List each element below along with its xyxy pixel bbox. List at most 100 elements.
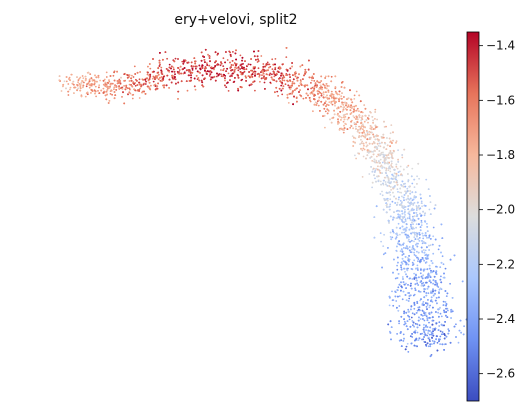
scatter-point bbox=[401, 216, 404, 218]
scatter-point bbox=[383, 146, 385, 149]
scatter-point bbox=[406, 236, 408, 239]
scatter-point bbox=[192, 65, 195, 68]
scatter-point bbox=[147, 71, 149, 74]
scatter-point bbox=[421, 314, 424, 317]
scatter-point bbox=[105, 90, 108, 93]
scatter-point bbox=[338, 97, 341, 100]
scatter-point bbox=[368, 130, 371, 133]
scatter-point bbox=[386, 161, 389, 164]
scatter-point bbox=[408, 258, 411, 261]
scatter-point bbox=[358, 114, 361, 117]
scatter-point bbox=[402, 333, 405, 336]
scatter-point bbox=[113, 86, 116, 89]
scatter-point bbox=[418, 204, 420, 207]
scatter-point bbox=[386, 137, 388, 139]
scatter-point bbox=[403, 283, 406, 286]
scatter-point bbox=[265, 77, 268, 79]
scatter-point bbox=[353, 105, 356, 108]
scatter-point bbox=[429, 343, 432, 346]
scatter-point bbox=[395, 141, 397, 144]
scatter-point bbox=[424, 242, 427, 245]
scatter-point bbox=[296, 79, 299, 82]
scatter-point bbox=[393, 185, 396, 188]
scatter-point bbox=[417, 162, 420, 165]
scatter-point bbox=[421, 338, 423, 341]
scatter-point bbox=[364, 133, 367, 136]
scatter-point bbox=[394, 202, 397, 204]
scatter-point bbox=[235, 67, 238, 70]
scatter-point bbox=[182, 72, 185, 75]
scatter-point bbox=[153, 84, 156, 87]
scatter-point bbox=[422, 304, 425, 306]
scatter-point bbox=[160, 72, 163, 74]
scatter-point bbox=[342, 106, 345, 109]
scatter-point bbox=[363, 120, 366, 123]
scatter-point bbox=[443, 272, 445, 275]
scatter-point bbox=[391, 166, 394, 169]
scatter-point bbox=[320, 100, 323, 103]
scatter-point bbox=[111, 82, 114, 85]
scatter-point bbox=[357, 129, 359, 131]
scatter-point bbox=[267, 69, 269, 72]
scatter-point bbox=[426, 230, 429, 233]
scatter-point bbox=[207, 53, 209, 56]
scatter-point bbox=[385, 167, 388, 170]
scatter-point bbox=[115, 86, 118, 88]
scatter-point bbox=[95, 95, 97, 98]
scatter-point bbox=[318, 96, 321, 99]
scatter-point bbox=[360, 116, 363, 119]
scatter-point bbox=[245, 80, 248, 82]
scatter-point bbox=[85, 85, 88, 88]
scatter-point bbox=[385, 148, 388, 151]
scatter-point bbox=[402, 196, 405, 199]
scatter-point bbox=[358, 135, 361, 137]
scatter-point bbox=[395, 165, 398, 168]
scatter-point bbox=[361, 111, 364, 114]
scatter-point bbox=[427, 188, 430, 191]
scatter-point bbox=[229, 54, 232, 56]
scatter-point bbox=[162, 58, 164, 61]
scatter-point bbox=[276, 90, 279, 93]
scatter-point bbox=[298, 91, 300, 93]
scatter-point bbox=[391, 236, 394, 239]
scatter-point bbox=[166, 57, 169, 60]
scatter-point bbox=[341, 81, 344, 83]
scatter-point bbox=[139, 71, 142, 73]
scatter-point bbox=[210, 76, 213, 79]
scatter-point bbox=[353, 116, 356, 119]
scatter-point bbox=[410, 287, 413, 290]
scatter-point bbox=[330, 100, 333, 103]
scatter-point bbox=[366, 154, 369, 157]
scatter-point bbox=[344, 113, 347, 116]
scatter-point bbox=[147, 65, 149, 68]
scatter-point bbox=[390, 160, 393, 163]
scatter-point bbox=[163, 86, 166, 89]
scatter-point bbox=[390, 177, 393, 180]
scatter-point bbox=[317, 99, 320, 102]
scatter-point bbox=[225, 70, 228, 72]
scatter-point bbox=[385, 125, 387, 128]
scatter-point bbox=[408, 246, 411, 248]
scatter-point bbox=[397, 242, 399, 245]
scatter-point bbox=[327, 89, 330, 92]
scatter-point bbox=[319, 91, 321, 94]
scatter-point bbox=[217, 74, 220, 77]
scatter-point bbox=[286, 96, 289, 99]
scatter-point bbox=[435, 265, 437, 268]
scatter-point bbox=[419, 229, 422, 232]
scatter-point bbox=[406, 217, 409, 220]
scatter-point bbox=[138, 97, 141, 99]
scatter-point bbox=[289, 85, 292, 87]
scatter-point bbox=[411, 333, 413, 335]
scatter-point bbox=[373, 171, 376, 173]
scatter-point bbox=[223, 74, 226, 76]
scatter-point bbox=[374, 108, 377, 111]
scatter-point bbox=[317, 81, 320, 84]
scatter-point bbox=[397, 222, 400, 225]
scatter-point bbox=[401, 201, 403, 203]
scatter-point bbox=[257, 58, 259, 61]
scatter-point bbox=[73, 83, 75, 86]
scatter-point bbox=[299, 82, 302, 85]
scatter-point bbox=[412, 209, 414, 212]
scatter-point bbox=[429, 201, 432, 204]
